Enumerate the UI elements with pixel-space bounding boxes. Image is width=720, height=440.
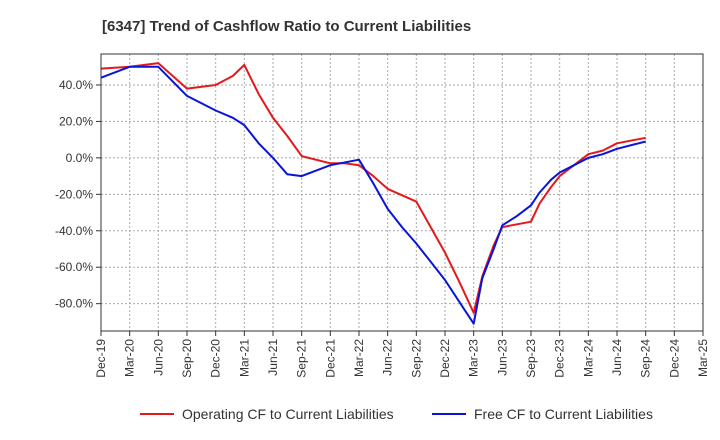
y-tick-label: -20.0% bbox=[55, 187, 93, 201]
y-tick-label: 40.0% bbox=[59, 78, 93, 92]
y-tick-label: 0.0% bbox=[66, 151, 94, 165]
x-tick-label: Jun-23 bbox=[495, 339, 509, 376]
x-tick-label: Jun-20 bbox=[151, 339, 165, 376]
y-axis-ticks: 40.0% 20.0% 0.0% -20.0% -40.0% -60.0% -80.0% bbox=[55, 78, 101, 311]
x-tick-label: Dec-19 bbox=[94, 339, 108, 378]
series-line-free-cf bbox=[100, 65, 646, 325]
series-lines bbox=[100, 62, 646, 325]
x-tick-label: Sep-20 bbox=[180, 339, 194, 378]
y-tick-label: -40.0% bbox=[55, 224, 93, 238]
x-axis-ticks: Dec-19 Mar-20 Jun-20 Sep-20 Dec-20 Mar-21 Jun-… bbox=[94, 331, 710, 378]
x-tick-label: Dec-21 bbox=[323, 339, 337, 378]
x-tick-label: Sep-21 bbox=[295, 339, 309, 378]
x-tick-label: Jun-24 bbox=[610, 339, 624, 376]
x-tick-label: Sep-22 bbox=[409, 339, 423, 378]
x-tick-label: Mar-24 bbox=[581, 339, 595, 377]
chart-title: [6347] Trend of Cashflow Ratio to Curren… bbox=[102, 18, 471, 35]
legend: Operating CF to Current Liabilities Free… bbox=[140, 406, 653, 422]
grid-lines bbox=[101, 54, 703, 331]
x-tick-label: Dec-23 bbox=[553, 339, 567, 378]
x-tick-label: Dec-20 bbox=[209, 339, 223, 378]
x-tick-label: Dec-24 bbox=[667, 339, 681, 378]
x-tick-label: Mar-25 bbox=[696, 339, 710, 377]
legend-label-free-cf: Free CF to Current Liabilities bbox=[474, 406, 653, 422]
x-tick-label: Sep-24 bbox=[639, 339, 653, 378]
x-tick-label: Mar-20 bbox=[123, 339, 137, 377]
series-line-operating-cf bbox=[100, 62, 646, 314]
x-tick-label: Mar-22 bbox=[352, 339, 366, 377]
y-tick-label: -80.0% bbox=[55, 297, 93, 311]
x-tick-label: Sep-23 bbox=[524, 339, 538, 378]
y-tick-label: -60.0% bbox=[55, 260, 93, 274]
y-tick-label: 20.0% bbox=[59, 114, 93, 128]
x-tick-label: Mar-21 bbox=[237, 339, 251, 377]
x-tick-label: Mar-23 bbox=[467, 339, 481, 377]
x-tick-label: Jun-21 bbox=[266, 339, 280, 376]
legend-label-operating-cf: Operating CF to Current Liabilities bbox=[182, 406, 394, 422]
plot-area bbox=[100, 53, 704, 332]
x-tick-label: Jun-22 bbox=[381, 339, 395, 376]
x-tick-label: Dec-22 bbox=[438, 339, 452, 378]
